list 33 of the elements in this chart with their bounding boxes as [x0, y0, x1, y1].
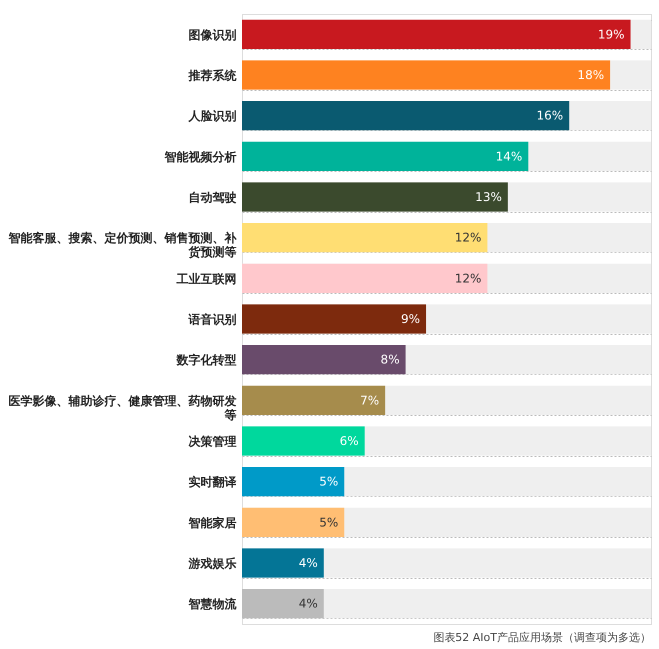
y-tick-label: 语音识别 — [188, 312, 236, 326]
data-label: 19% — [598, 27, 625, 42]
y-tick-label: 游戏娱乐 — [188, 556, 236, 570]
data-label: 9% — [401, 312, 420, 326]
y-tick-label: 人脸识别 — [188, 109, 236, 124]
y-tick-label: 智能客服、搜索、定价预测、销售预测、补货预测等 — [8, 231, 238, 260]
y-tick-label: 智能家居 — [188, 516, 236, 530]
y-tick-label: 智慧物流 — [188, 597, 238, 612]
data-label: 8% — [380, 352, 400, 367]
data-label: 13% — [475, 190, 502, 204]
data-label: 18% — [577, 68, 604, 82]
data-label: 5% — [319, 515, 338, 530]
data-label: 4% — [298, 556, 318, 570]
y-tick-label: 数字化转型 — [176, 353, 236, 368]
data-label: 12% — [454, 271, 482, 286]
text: 图表52 AIoT产品应用场景（调查项为多选） — [433, 631, 651, 644]
y-tick-label: 医学影像、辅助诊疗、健康管理、药物研发等 — [8, 394, 236, 422]
bar — [242, 548, 324, 578]
y-tick-label: 决策管理 — [188, 434, 236, 448]
data-label: 16% — [536, 108, 564, 123]
y-tick-label: 实时翻译 — [188, 475, 238, 490]
y-tick-label: 图像识别 — [188, 28, 236, 42]
y-tick-label: 自动驾驶 — [188, 190, 236, 204]
y-tick-label: 推荐系统 — [188, 68, 238, 82]
data-label: 14% — [496, 149, 522, 164]
bar — [242, 467, 344, 496]
data-label: 12% — [454, 230, 482, 245]
y-tick-label: 工业互联网 — [176, 272, 236, 286]
y-tick-label: 智能视频分析 — [164, 150, 236, 164]
data-label: 7% — [360, 393, 380, 408]
data-label: 6% — [340, 434, 359, 448]
data-label: 4% — [298, 596, 318, 611]
data-label: 5% — [319, 474, 338, 489]
